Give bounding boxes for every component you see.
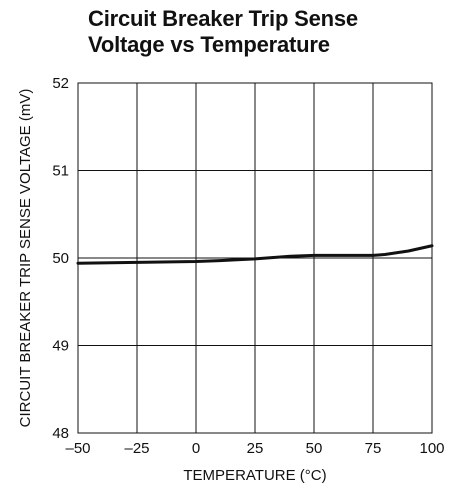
y-tick-label: 51 <box>52 163 69 180</box>
x-tick-label: 50 <box>306 440 323 457</box>
y-tick-label: 48 <box>52 425 69 442</box>
x-tick-label: 100 <box>419 440 444 457</box>
y-tick-label: 52 <box>52 75 69 92</box>
chart-title: Circuit Breaker Trip Sense Voltage vs Te… <box>88 6 358 58</box>
y-tick-label: 50 <box>52 250 69 267</box>
x-axis-label: TEMPERATURE (°C) <box>183 467 326 484</box>
y-tick-label: 49 <box>52 338 69 355</box>
x-tick-label: 25 <box>247 440 264 457</box>
chart-title-line-2: Voltage vs Temperature <box>88 32 330 57</box>
plot-frame <box>77 82 433 434</box>
x-tick-label: 0 <box>192 440 200 457</box>
x-tick-label: –50 <box>65 440 90 457</box>
y-axis-label: CIRCUIT BREAKER TRIP SENSE VOLTAGE (mV) <box>17 89 34 428</box>
chart-title-line-1: Circuit Breaker Trip Sense <box>88 6 358 31</box>
series-line <box>76 244 434 265</box>
y-tick-labels: 48 49 50 51 52 <box>52 75 69 442</box>
x-tick-labels: –50 –25 0 25 50 75 100 <box>65 440 444 457</box>
x-tick-label: –25 <box>124 440 149 457</box>
x-tick-label: 75 <box>365 440 382 457</box>
